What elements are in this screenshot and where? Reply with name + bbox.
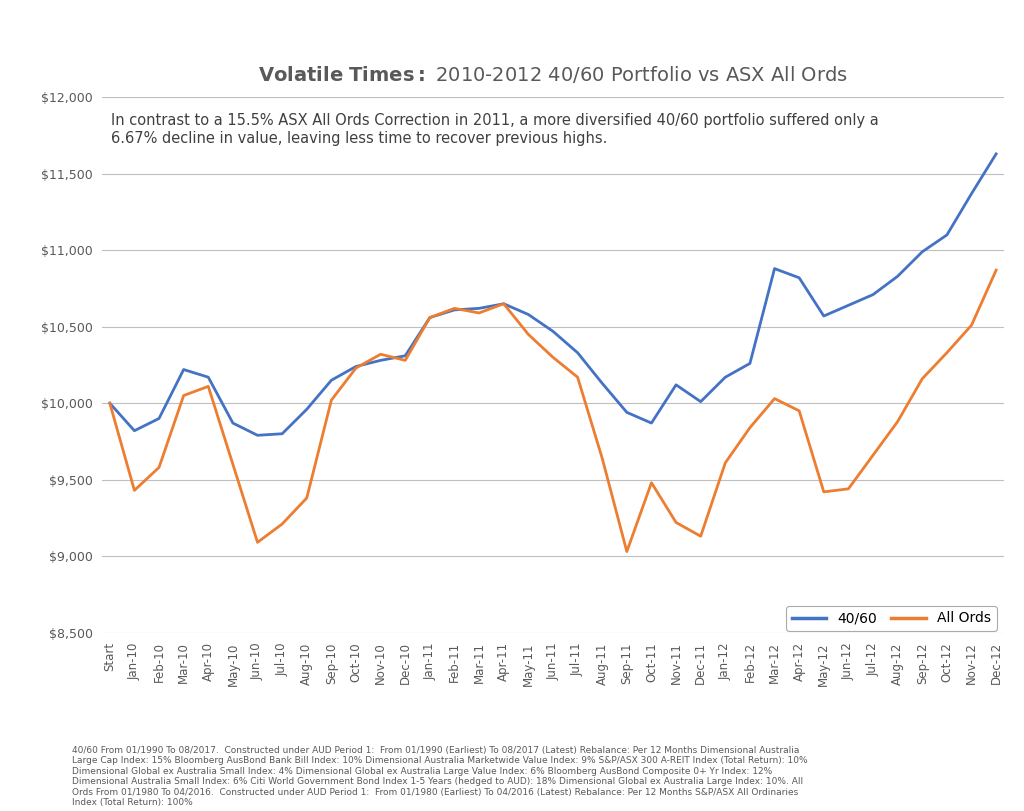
40/60 [768,264,780,273]
All Ords [966,320,978,330]
40/60 [621,407,633,417]
Text: 40/60 From 01/1990 To 08/2017.  Constructed under AUD Period 1:  From 01/1990 (E: 40/60 From 01/1990 To 08/2017. Construct… [72,746,807,807]
All Ords [645,478,657,487]
40/60 [843,300,855,310]
40/60 [522,310,535,320]
All Ords [719,458,731,468]
40/60 [892,272,904,281]
40/60 [793,273,805,283]
All Ords [867,450,880,460]
All Ords [177,391,189,401]
All Ords [571,372,584,382]
All Ords [226,460,239,470]
Text: In contrast to a 15.5% ASX All Ords Correction in 2011, a more diversified 40/60: In contrast to a 15.5% ASX All Ords Corr… [112,114,880,146]
40/60 [399,351,412,361]
40/60 [449,305,461,315]
All Ords [621,547,633,556]
40/60 [694,397,707,406]
All Ords [743,423,756,432]
All Ords [326,395,338,405]
40/60 [424,313,436,323]
All Ords [202,381,214,391]
All Ords [375,350,387,359]
40/60 [103,398,116,408]
Legend: 40/60, All Ords: 40/60, All Ords [786,606,996,631]
40/60 [571,348,584,358]
40/60 [941,230,953,240]
40/60 [966,189,978,199]
40/60 [326,375,338,385]
All Ords [941,348,953,358]
40/60 [867,290,880,299]
Line: 40/60: 40/60 [110,154,996,436]
All Ords [892,417,904,427]
40/60 [645,418,657,428]
All Ords [916,374,929,384]
All Ords [449,303,461,313]
All Ords [547,353,559,363]
All Ords [793,406,805,416]
All Ords [990,265,1002,275]
40/60 [719,372,731,382]
Line: All Ords: All Ords [110,270,996,551]
40/60 [375,355,387,365]
All Ords [153,462,165,472]
All Ords [276,519,289,529]
All Ords [670,517,682,527]
40/60 [473,303,485,313]
Title: $\mathbf{Volatile\ Times:}$ 2010-2012 40/60 Portfolio vs ASX All Ords: $\mathbf{Volatile\ Times:}$ 2010-2012 40… [258,63,848,84]
All Ords [473,308,485,318]
All Ords [498,299,510,309]
40/60 [153,414,165,423]
All Ords [251,538,263,547]
All Ords [596,453,608,463]
40/60 [743,358,756,368]
All Ords [843,484,855,494]
40/60 [128,426,140,436]
All Ords [128,486,140,496]
40/60 [498,299,510,309]
All Ords [522,329,535,339]
All Ords [694,531,707,541]
All Ords [350,363,362,373]
40/60 [916,247,929,256]
All Ords [817,487,829,497]
40/60 [202,372,214,382]
40/60 [547,327,559,337]
All Ords [768,393,780,403]
All Ords [301,493,313,503]
40/60 [251,431,263,440]
40/60 [350,362,362,371]
All Ords [399,355,412,365]
40/60 [817,311,829,321]
40/60 [177,365,189,375]
40/60 [670,380,682,390]
40/60 [596,379,608,388]
All Ords [103,398,116,408]
40/60 [276,429,289,439]
40/60 [990,149,1002,159]
40/60 [301,405,313,414]
All Ords [424,313,436,323]
40/60 [226,418,239,428]
